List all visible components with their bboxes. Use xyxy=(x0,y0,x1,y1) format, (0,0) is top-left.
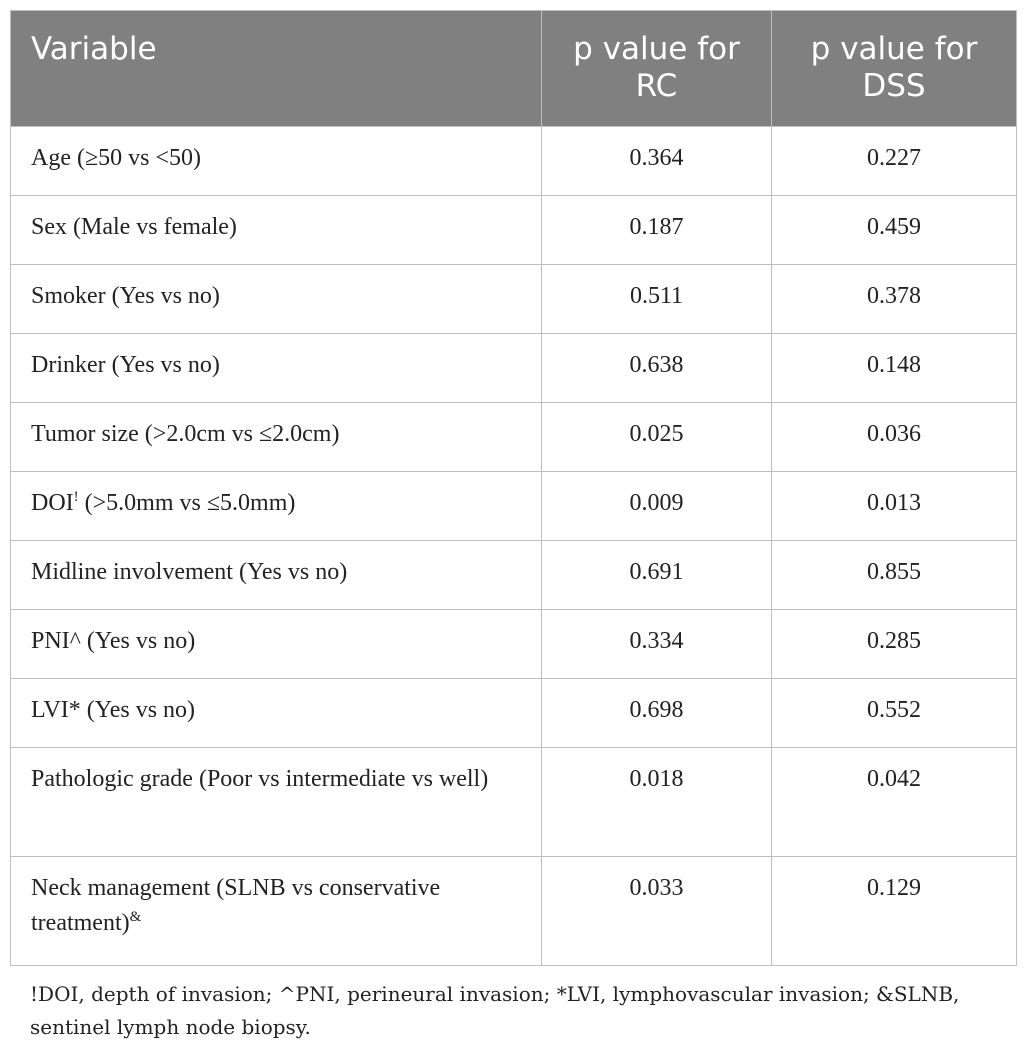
rc-p-value: 0.334 xyxy=(541,609,772,679)
variable-label: Sex (Male vs female) xyxy=(31,214,237,240)
dss-p-value: 0.378 xyxy=(771,264,1017,334)
dss-p-value: 0.285 xyxy=(771,609,1017,679)
table-row: Sex (Male vs female) 0.187 0.459 xyxy=(10,195,1017,265)
rc-p-value: 0.364 xyxy=(541,126,772,196)
variable-label: Neck management (SLNB vs conservative tr… xyxy=(31,875,441,936)
table-row: Pathologic grade (Poor vs intermediate v… xyxy=(10,747,1017,857)
table-row: Tumor size (>2.0cm vs ≤2.0cm) 0.025 0.03… xyxy=(10,402,1017,472)
table-row: Midline involvement (Yes vs no) 0.691 0.… xyxy=(10,540,1017,610)
variable-label: Pathologic grade (Poor vs intermediate v… xyxy=(31,766,489,792)
rc-p-value: 0.187 xyxy=(541,195,772,265)
variable-label: Smoker (Yes vs no) xyxy=(31,283,220,309)
rc-p-value: 0.638 xyxy=(541,333,772,403)
variable-cell: Tumor size (>2.0cm vs ≤2.0cm) xyxy=(10,402,542,472)
footnote-marker: & xyxy=(129,909,142,925)
dss-p-value: 0.855 xyxy=(771,540,1017,610)
p-value-table: Variable p value for RC p value for DSS … xyxy=(10,10,1017,966)
table-row: LVI* (Yes vs no) 0.698 0.552 xyxy=(10,678,1017,748)
variable-label: DOI xyxy=(31,490,74,516)
rc-p-value: 0.511 xyxy=(541,264,772,334)
variable-cell: Drinker (Yes vs no) xyxy=(10,333,542,403)
dss-p-value: 0.148 xyxy=(771,333,1017,403)
footnote-marker: ! xyxy=(73,489,79,505)
dss-p-value: 0.036 xyxy=(771,402,1017,472)
variable-cell: Age (≥50 vs <50) xyxy=(10,126,542,196)
results-table-container: Variable p value for RC p value for DSS … xyxy=(10,10,1017,966)
header-row: Variable p value for RC p value for DSS xyxy=(10,10,1017,127)
variable-label-suffix: (>5.0mm vs ≤5.0mm) xyxy=(78,490,296,516)
rc-p-value: 0.033 xyxy=(541,856,772,966)
table-footnote: !DOI, depth of invasion; ^PNI, perineura… xyxy=(30,982,960,1039)
variable-cell: DOI! (>5.0mm vs ≤5.0mm) xyxy=(10,471,542,541)
table-row: Age (≥50 vs <50) 0.364 0.227 xyxy=(10,126,1017,196)
table-row: DOI! (>5.0mm vs ≤5.0mm) 0.009 0.013 xyxy=(10,471,1017,541)
table-row: Drinker (Yes vs no) 0.638 0.148 xyxy=(10,333,1017,403)
variable-label: Tumor size (>2.0cm vs ≤2.0cm) xyxy=(31,421,340,447)
dss-p-value: 0.129 xyxy=(771,856,1017,966)
rc-p-value: 0.009 xyxy=(541,471,772,541)
rc-p-value: 0.698 xyxy=(541,678,772,748)
rc-p-value: 0.025 xyxy=(541,402,772,472)
variable-label: Midline involvement (Yes vs no) xyxy=(31,559,348,585)
variable-label: LVI* (Yes vs no) xyxy=(31,697,196,723)
header-p-value-dss: p value for DSS xyxy=(771,10,1017,127)
dss-p-value: 0.459 xyxy=(771,195,1017,265)
rc-p-value: 0.018 xyxy=(541,747,772,857)
variable-cell: Neck management (SLNB vs conservative tr… xyxy=(10,856,542,966)
variable-cell: PNI^ (Yes vs no) xyxy=(10,609,542,679)
variable-cell: LVI* (Yes vs no) xyxy=(10,678,542,748)
table-row: Neck management (SLNB vs conservative tr… xyxy=(10,856,1017,966)
rc-p-value: 0.691 xyxy=(541,540,772,610)
header-p-value-rc: p value for RC xyxy=(541,10,772,127)
variable-label: Age (≥50 vs <50) xyxy=(31,145,202,171)
dss-p-value: 0.227 xyxy=(771,126,1017,196)
variable-label: Drinker (Yes vs no) xyxy=(31,352,220,378)
variable-cell: Pathologic grade (Poor vs intermediate v… xyxy=(10,747,542,857)
variable-cell: Midline involvement (Yes vs no) xyxy=(10,540,542,610)
table-row: Smoker (Yes vs no) 0.511 0.378 xyxy=(10,264,1017,334)
dss-p-value: 0.013 xyxy=(771,471,1017,541)
variable-cell: Smoker (Yes vs no) xyxy=(10,264,542,334)
dss-p-value: 0.552 xyxy=(771,678,1017,748)
variable-label: PNI^ (Yes vs no) xyxy=(31,628,196,654)
table-row: PNI^ (Yes vs no) 0.334 0.285 xyxy=(10,609,1017,679)
dss-p-value: 0.042 xyxy=(771,747,1017,857)
variable-cell: Sex (Male vs female) xyxy=(10,195,542,265)
header-variable: Variable xyxy=(10,10,542,127)
